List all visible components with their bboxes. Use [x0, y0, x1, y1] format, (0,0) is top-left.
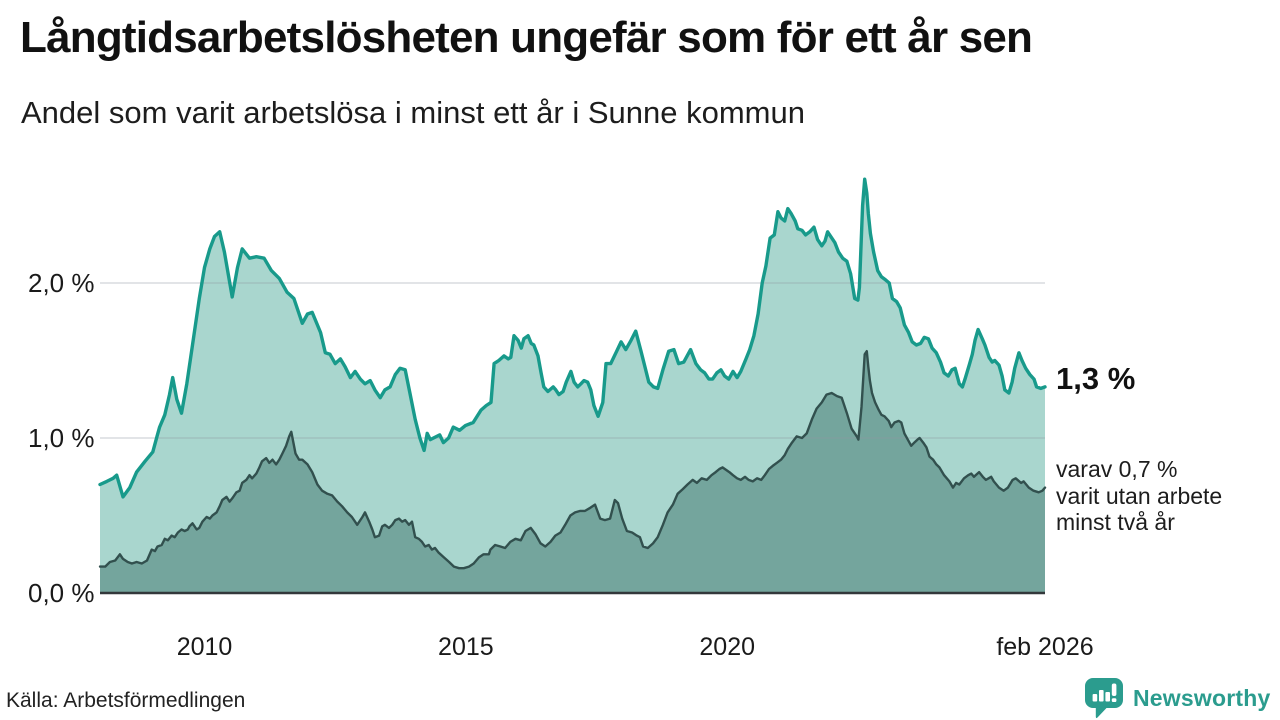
y-axis-tick-label: 0,0 %	[28, 578, 95, 608]
y-axis-tick-label: 1,0 %	[28, 423, 95, 453]
newsworthy-wordmark: Newsworthy	[1133, 684, 1271, 711]
page-subtitle: Andel som varit arbetslösa i minst ett å…	[21, 95, 805, 130]
y-axis-tick-label: 2,0 %	[28, 268, 95, 298]
x-axis-tick-label: feb 2026	[996, 633, 1094, 661]
series-note-label: varav 0,7 % varit utan arbete minst två …	[1056, 456, 1276, 536]
source-text: Källa: Arbetsförmedlingen	[6, 689, 246, 712]
area-two-years	[100, 351, 1045, 593]
line-two-years	[98, 350, 1047, 570]
newsworthy-logo: Newsworthy	[1084, 677, 1270, 719]
series-note-line: varav 0,7 %	[1056, 456, 1178, 482]
x-axis-tick-label: 2020	[699, 633, 756, 661]
speech-bubble-bar-chart-icon	[1085, 678, 1123, 719]
series-note-line: varit utan arbete	[1056, 482, 1223, 509]
series-end-value-label: 1,3 %	[1056, 361, 1136, 396]
x-axis-tick-label: 2010	[176, 633, 233, 661]
line-one-year	[98, 177, 1047, 499]
x-axis-tick-label: 2015	[438, 633, 494, 661]
series-note-line: minst två år	[1056, 509, 1175, 535]
page-title: Långtidsarbetslösheten ungefär som för e…	[20, 13, 1033, 62]
